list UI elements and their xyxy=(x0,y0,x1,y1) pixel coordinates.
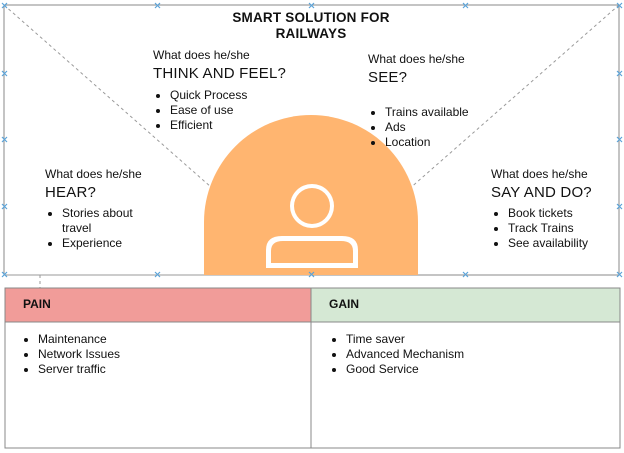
list-item: Server traffic xyxy=(38,362,120,377)
gain-list: Time saver Advanced Mechanism Good Servi… xyxy=(313,332,464,377)
diagonal-right xyxy=(310,4,620,276)
gain-header-bg xyxy=(310,287,621,323)
quadrant-heading: SAY AND DO? xyxy=(491,184,592,201)
item-list: Stories about travel Experience xyxy=(45,206,165,251)
item-list: Trains available Ads Location xyxy=(368,105,469,150)
list-item: Ads xyxy=(385,120,469,135)
quadrant-heading: HEAR? xyxy=(45,184,97,201)
diagonal-left xyxy=(3,4,312,276)
item-list: Book tickets Track Trains See availabili… xyxy=(491,206,592,251)
selection-handles[interactable] xyxy=(1,2,623,278)
list-item: Experience xyxy=(62,236,165,251)
list-item: Trains available xyxy=(385,105,469,120)
quadrant-say-do[interactable]: What does he/she SAY AND DO? Book ticket… xyxy=(491,167,592,251)
question-label: What does he/she xyxy=(45,167,142,181)
list-item: Good Service xyxy=(346,362,464,377)
question-label: What does he/she xyxy=(368,52,465,66)
quadrant-think-feel[interactable]: What does he/she THINK AND FEEL? Quick P… xyxy=(153,48,286,133)
list-item: Time saver xyxy=(346,332,464,347)
question-label: What does he/she xyxy=(153,48,250,62)
pain-header-bg xyxy=(4,287,312,323)
question-label: What does he/she xyxy=(491,167,588,181)
list-item: Stories about travel xyxy=(62,206,142,236)
list-item: Efficient xyxy=(170,118,286,133)
quadrant-heading: SEE? xyxy=(368,69,408,86)
list-item: Advanced Mechanism xyxy=(346,347,464,362)
user-icon xyxy=(266,184,358,268)
gain-header: GAIN xyxy=(329,297,359,311)
list-item: Ease of use xyxy=(170,103,286,118)
quadrant-see[interactable]: What does he/she SEE? Trains available A… xyxy=(368,52,469,150)
list-item: Quick Process xyxy=(170,88,286,103)
list-item: Maintenance xyxy=(38,332,120,347)
list-item: See availability xyxy=(508,236,592,251)
quadrant-heading: THINK AND FEEL? xyxy=(153,65,287,82)
list-item: Book tickets xyxy=(508,206,592,221)
list-item: Track Trains xyxy=(508,221,592,236)
pain-header: PAIN xyxy=(23,297,51,311)
page-title: SMART SOLUTION FOR RAILWAYS xyxy=(232,10,390,41)
list-item: Location xyxy=(385,135,469,150)
pain-list: Maintenance Network Issues Server traffi… xyxy=(5,332,120,377)
quadrant-hear[interactable]: What does he/she HEAR? Stories about tra… xyxy=(45,167,165,251)
list-item: Network Issues xyxy=(38,347,120,362)
item-list: Quick Process Ease of use Efficient xyxy=(153,88,286,133)
